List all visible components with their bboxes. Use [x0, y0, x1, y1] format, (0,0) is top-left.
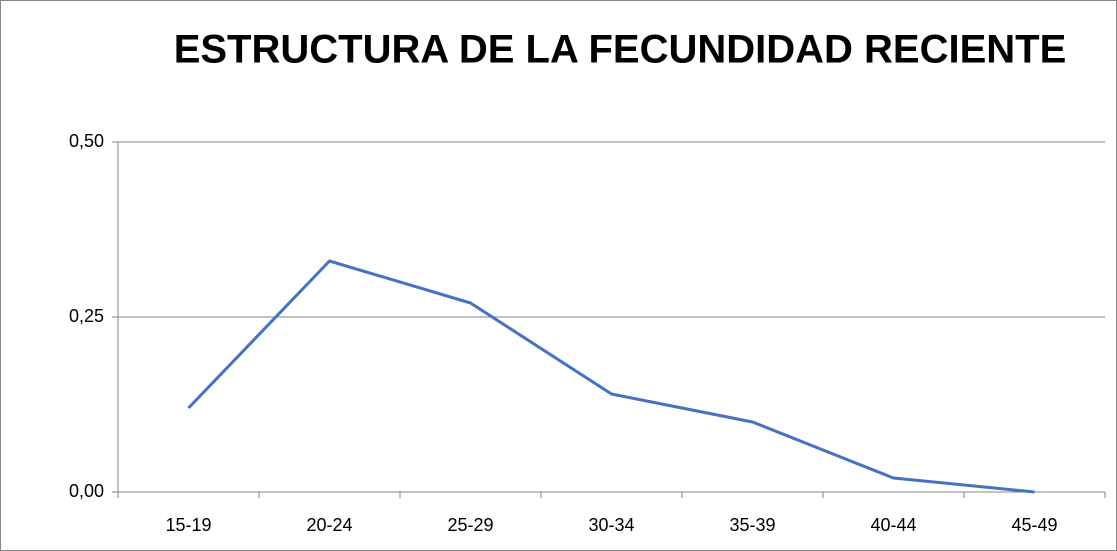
x-tick-label: 35-39 [729, 515, 775, 535]
line-series [187, 259, 1035, 494]
y-tick-label: 0,50 [69, 131, 104, 151]
chart-title: ESTRUCTURA DE LA FECUNDIDAD RECIENTE [174, 28, 1067, 72]
y-tick-label: 0,00 [69, 481, 104, 501]
x-tick-label: 25-29 [447, 515, 493, 535]
x-tick-label: 15-19 [165, 515, 211, 535]
x-tick-label: 30-34 [588, 515, 634, 535]
x-tick-label: 45-49 [1011, 515, 1057, 535]
x-tick-label: 40-44 [870, 515, 916, 535]
y-tick-label: 0,25 [69, 306, 104, 326]
x-tick-label: 20-24 [306, 515, 352, 535]
